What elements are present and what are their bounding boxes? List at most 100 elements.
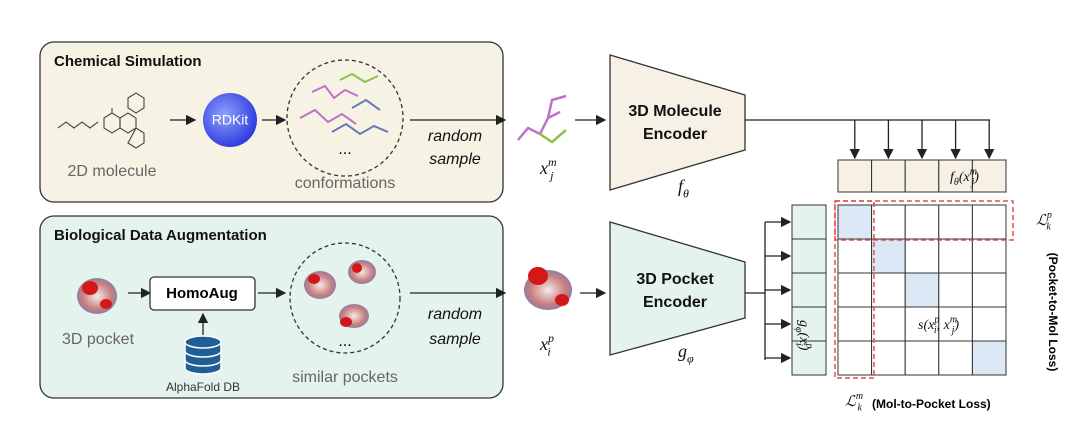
math-sub: θ: [683, 186, 689, 200]
math-part: g: [796, 320, 811, 327]
set-circle: [289, 242, 401, 354]
math-sub: k: [1046, 222, 1051, 233]
tool-box: [149, 276, 256, 311]
matrix-cell: [938, 340, 973, 376]
math-part: ℒ: [845, 394, 857, 410]
math-part: g: [678, 341, 687, 361]
sampled-pocket: [524, 267, 572, 310]
loss-box: [834, 200, 875, 379]
math-part: ℒ: [1036, 213, 1048, 229]
matrix-cell: [938, 204, 973, 240]
matrix-cell: [871, 238, 906, 274]
math-sub: i: [793, 343, 804, 346]
matrix-cell: [904, 238, 940, 274]
math-sup: p: [933, 315, 939, 326]
math-label: gφ(xpi): [793, 320, 815, 351]
math-part: , x: [937, 318, 951, 333]
math-sub: φ: [793, 327, 804, 333]
matrix-cell: [837, 238, 873, 274]
embedding-cell: [938, 159, 973, 193]
math-sup: p: [547, 331, 554, 345]
math-label: xm j: [539, 155, 557, 183]
matrix-cell: [904, 340, 940, 376]
math-part: x: [539, 334, 548, 354]
math-sup: m: [856, 391, 863, 402]
matrix-cell: [904, 272, 940, 308]
database-icon: [184, 335, 222, 375]
sampling-label: sample: [429, 331, 481, 348]
conformations: [299, 72, 389, 136]
sampled-molecule: [517, 94, 567, 144]
label: conformations: [295, 175, 396, 192]
math-part: (x: [959, 170, 971, 185]
label: similar pockets: [292, 369, 398, 386]
matrix-cell: [971, 340, 1007, 376]
matrix-cell: [971, 306, 1007, 342]
math-label: ℒm k: [845, 391, 863, 413]
math-part: (x: [796, 333, 811, 345]
math-sup: m: [548, 155, 557, 169]
loss-box: [834, 200, 1014, 241]
math-part: s(x: [918, 318, 935, 333]
math-part: x: [539, 158, 548, 178]
loss-name: (Mol-to-Pocket Loss): [872, 397, 991, 411]
math-part: f: [678, 176, 686, 196]
sampling-label: random: [428, 128, 482, 145]
matrix-cell: [938, 306, 973, 342]
math-sup: p: [803, 342, 814, 348]
similarity-matrix: [791, 159, 1007, 376]
math-sub: k: [858, 403, 863, 414]
math-label: xp i: [539, 331, 554, 359]
set-circle: [286, 59, 404, 177]
encoder-label: 3D Pocket: [636, 271, 714, 288]
ellipsis: ...: [338, 141, 351, 158]
math-sup: p: [1046, 210, 1052, 221]
sampling-label: sample: [429, 151, 481, 168]
label: 2D molecule: [68, 163, 157, 180]
encoder-label: Encoder: [643, 126, 707, 143]
math-label: s(xp i, xm j): [918, 315, 959, 337]
math-part: ): [973, 170, 979, 185]
math-label: gφ: [678, 341, 694, 365]
rdkit-logo: [203, 93, 257, 147]
matrix-cell: [837, 340, 873, 376]
embedding-cell: [791, 340, 827, 376]
embedding-cell: [791, 272, 827, 308]
math-label: fθ: [678, 176, 689, 200]
embedding-cell: [871, 159, 906, 193]
math-part: ): [796, 345, 811, 351]
encoder: [609, 221, 746, 356]
embedding-cell: [791, 238, 827, 274]
matrix-cell: [971, 272, 1007, 308]
panel: [39, 215, 504, 399]
matrix-cell: [837, 306, 873, 342]
math-part: ): [953, 318, 959, 333]
matrix-cell: [871, 340, 906, 376]
matrix-cell: [871, 204, 906, 240]
panel-title: Biological Data Augmentation: [54, 227, 267, 244]
tool-label: HomoAug: [166, 285, 238, 302]
ellipsis: ...: [338, 333, 351, 350]
panel-title: Chemical Simulation: [54, 53, 202, 70]
embedding-cell: [837, 159, 873, 193]
math-part: f: [950, 170, 956, 185]
math-sub: j: [950, 325, 955, 336]
pocket-3d: [77, 278, 117, 314]
sampling-label: random: [428, 306, 482, 323]
matrix-cell: [971, 238, 1007, 274]
encoder: [609, 54, 746, 191]
math-sub: i: [547, 344, 550, 358]
encoder-label: 3D Molecule: [628, 103, 721, 120]
matrix-cell: [837, 272, 873, 308]
loss-name: (Pocket-to-Mol Loss): [1046, 253, 1060, 372]
math-sub: φ: [687, 351, 694, 365]
molecule-2d: [57, 92, 145, 149]
math-sub: θ: [954, 177, 959, 188]
matrix-cell: [971, 204, 1007, 240]
math-sub: j: [548, 168, 554, 182]
matrix-cell: [938, 238, 973, 274]
matrix-cell: [871, 272, 906, 308]
matrix-cell: [871, 306, 906, 342]
matrix-cell: [904, 306, 940, 342]
